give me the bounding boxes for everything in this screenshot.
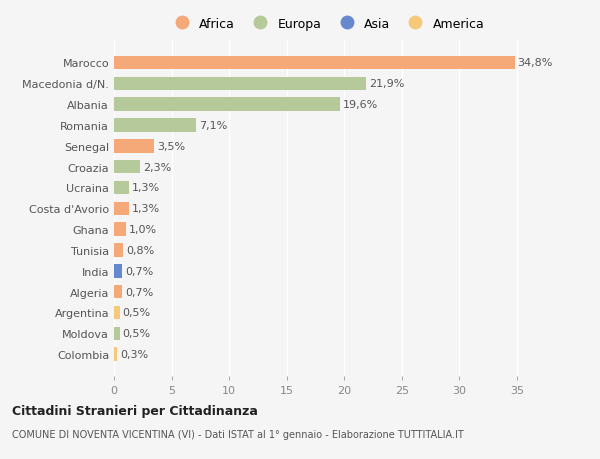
- Bar: [114, 202, 129, 216]
- Text: 2,3%: 2,3%: [143, 162, 172, 172]
- Text: 34,8%: 34,8%: [518, 58, 553, 68]
- Bar: [114, 244, 123, 257]
- Text: 19,6%: 19,6%: [343, 100, 378, 110]
- Bar: [114, 140, 154, 153]
- Text: 0,7%: 0,7%: [125, 287, 153, 297]
- Bar: [114, 181, 129, 195]
- Text: 21,9%: 21,9%: [369, 79, 404, 89]
- Text: 1,3%: 1,3%: [132, 183, 160, 193]
- Text: 0,8%: 0,8%: [126, 246, 154, 255]
- Bar: [114, 264, 122, 278]
- Text: 0,3%: 0,3%: [121, 349, 148, 359]
- Text: Cittadini Stranieri per Cittadinanza: Cittadini Stranieri per Cittadinanza: [12, 404, 258, 417]
- Text: 1,3%: 1,3%: [132, 204, 160, 214]
- Bar: [114, 347, 118, 361]
- Legend: Africa, Europa, Asia, America: Africa, Europa, Asia, America: [166, 14, 488, 34]
- Bar: [114, 327, 120, 341]
- Bar: [114, 161, 140, 174]
- Bar: [114, 77, 366, 91]
- Text: COMUNE DI NOVENTA VICENTINA (VI) - Dati ISTAT al 1° gennaio - Elaborazione TUTTI: COMUNE DI NOVENTA VICENTINA (VI) - Dati …: [12, 429, 464, 439]
- Bar: [114, 56, 515, 70]
- Bar: [114, 223, 125, 236]
- Text: 1,0%: 1,0%: [128, 224, 157, 235]
- Bar: [114, 306, 120, 319]
- Text: 7,1%: 7,1%: [199, 121, 227, 131]
- Bar: [114, 285, 122, 299]
- Bar: [114, 98, 340, 112]
- Text: 0,5%: 0,5%: [122, 308, 151, 318]
- Text: 0,5%: 0,5%: [122, 329, 151, 339]
- Text: 0,7%: 0,7%: [125, 266, 153, 276]
- Text: 3,5%: 3,5%: [157, 141, 185, 151]
- Bar: [114, 119, 196, 133]
